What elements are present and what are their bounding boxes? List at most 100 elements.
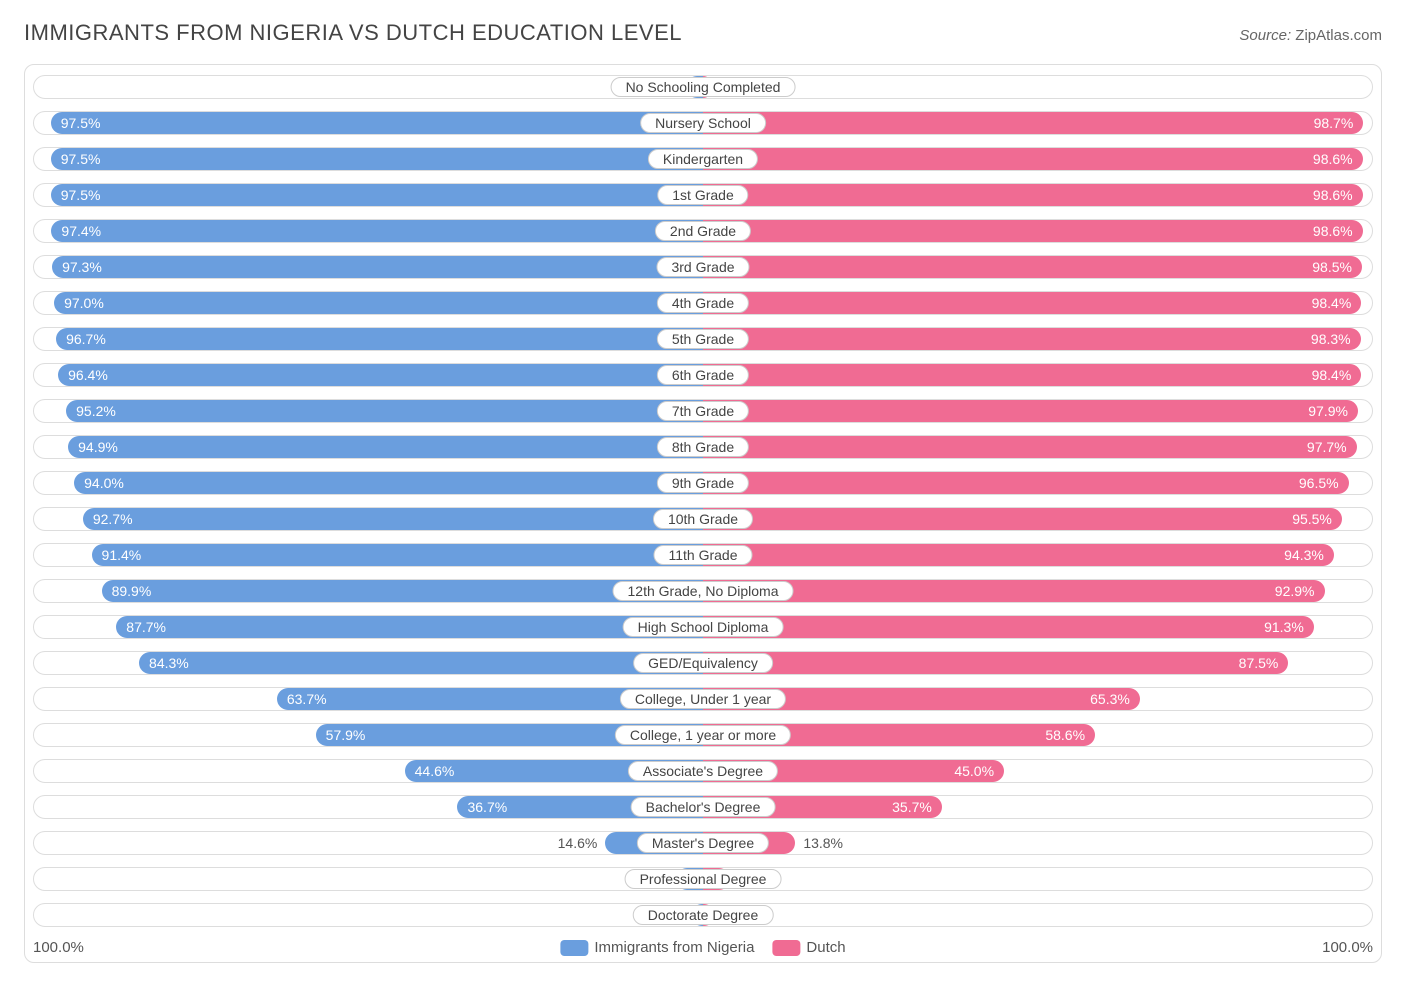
- left-value-label: 36.7%: [467, 799, 507, 815]
- right-bar: 97.9%: [703, 400, 1358, 422]
- right-value-label: 98.4%: [1312, 295, 1352, 311]
- right-bar: 98.7%: [703, 112, 1363, 134]
- source-attribution: Source: ZipAtlas.com: [1239, 27, 1382, 44]
- chart-row: 84.3%87.5%GED/Equivalency: [33, 651, 1373, 675]
- left-bar: 95.2%: [66, 400, 703, 422]
- category-label: 11th Grade: [653, 545, 752, 565]
- right-bar: 98.6%: [703, 184, 1363, 206]
- left-value-label: 87.7%: [126, 619, 166, 635]
- legend: Immigrants from Nigeria Dutch: [560, 939, 845, 956]
- category-label: 4th Grade: [657, 293, 749, 313]
- chart-row: 97.3%98.5%3rd Grade: [33, 255, 1373, 279]
- chart-row: 92.7%95.5%10th Grade: [33, 507, 1373, 531]
- right-value-label: 92.9%: [1275, 583, 1315, 599]
- left-half: 97.3%: [34, 256, 703, 278]
- left-half: 57.9%: [34, 724, 703, 746]
- category-label: 1st Grade: [657, 185, 748, 205]
- chart-footer: 100.0% Immigrants from Nigeria Dutch 100…: [33, 939, 1373, 956]
- right-bar: 97.7%: [703, 436, 1357, 458]
- right-half: 98.6%: [703, 148, 1372, 170]
- left-half: 84.3%: [34, 652, 703, 674]
- left-value-label: 57.9%: [326, 727, 366, 743]
- left-bar: 97.5%: [51, 184, 703, 206]
- left-value-label: 94.0%: [84, 475, 124, 491]
- right-bar: 98.3%: [703, 328, 1361, 350]
- legend-label-left: Immigrants from Nigeria: [594, 939, 754, 956]
- right-value-label: 35.7%: [892, 799, 932, 815]
- right-bar: 98.6%: [703, 148, 1363, 170]
- rows-container: 2.5%1.4%No Schooling Completed 97.5% 98.7%…: [33, 75, 1373, 927]
- right-half: 35.7%: [703, 796, 1372, 818]
- category-label: Doctorate Degree: [633, 905, 774, 925]
- right-half: 1.4%: [703, 76, 1372, 98]
- left-half: 94.9%: [34, 436, 703, 458]
- chart-row: 97.0% 98.4% 4th Grade: [33, 291, 1373, 315]
- left-half: 97.0%: [34, 292, 703, 314]
- right-half: 13.8%: [703, 832, 1372, 854]
- left-half: 96.7%: [34, 328, 703, 350]
- left-bar: 96.4%: [58, 364, 703, 386]
- chart-row: 1.8%1.8%Doctorate Degree: [33, 903, 1373, 927]
- left-half: 97.4%: [34, 220, 703, 242]
- left-bar: 87.7%: [116, 616, 703, 638]
- legend-label-right: Dutch: [806, 939, 845, 956]
- right-value-label: 98.6%: [1313, 223, 1353, 239]
- left-value-label: 95.2%: [76, 403, 116, 419]
- left-bar: 97.3%: [52, 256, 703, 278]
- right-bar: 94.3%: [703, 544, 1334, 566]
- left-half: 94.0%: [34, 472, 703, 494]
- right-value-label: 97.7%: [1307, 439, 1347, 455]
- left-bar: 97.5%: [51, 112, 703, 134]
- right-value-label: 87.5%: [1239, 655, 1279, 671]
- right-half: 98.6%: [703, 220, 1372, 242]
- left-half: 87.7%: [34, 616, 703, 638]
- right-bar: 87.5%: [703, 652, 1288, 674]
- left-value-label: 94.9%: [78, 439, 118, 455]
- left-half: 1.8%: [34, 904, 703, 926]
- right-bar: 98.6%: [703, 220, 1363, 242]
- left-bar: 91.4%: [92, 544, 703, 566]
- left-value-label: 97.4%: [61, 223, 101, 239]
- right-half: 92.9%: [703, 580, 1372, 602]
- header: IMMIGRANTS FROM NIGERIA VS DUTCH EDUCATI…: [24, 20, 1382, 46]
- left-value-label: 91.4%: [102, 547, 142, 563]
- left-value-label: 96.4%: [68, 367, 108, 383]
- chart-row: 95.2% 97.9%7th Grade: [33, 399, 1373, 423]
- right-half: 98.6%: [703, 184, 1372, 206]
- chart-row: 2.5%1.4%No Schooling Completed: [33, 75, 1373, 99]
- right-half: 95.5%: [703, 508, 1372, 530]
- right-value-label: 98.6%: [1313, 187, 1353, 203]
- left-bar: 84.3%: [139, 652, 703, 674]
- left-bar: 97.0%: [54, 292, 703, 314]
- right-value-label: 65.3%: [1090, 691, 1130, 707]
- chart-row: 97.5% 98.6% 1st Grade: [33, 183, 1373, 207]
- chart-row: 97.5%98.7%Nursery School: [33, 111, 1373, 135]
- left-value-label: 14.6%: [558, 835, 598, 851]
- right-half: 58.6%: [703, 724, 1372, 746]
- right-half: 98.3%: [703, 328, 1372, 350]
- right-half: 4.0%: [703, 868, 1372, 890]
- right-value-label: 98.7%: [1314, 115, 1354, 131]
- left-value-label: 97.5%: [61, 151, 101, 167]
- right-half: 1.8%: [703, 904, 1372, 926]
- category-label: Bachelor's Degree: [631, 797, 776, 817]
- category-label: 2nd Grade: [655, 221, 751, 241]
- left-half: 95.2%: [34, 400, 703, 422]
- right-bar: 98.4%: [703, 364, 1361, 386]
- left-value-label: 92.7%: [93, 511, 133, 527]
- category-label: 12th Grade, No Diploma: [613, 581, 794, 601]
- left-half: 97.5%: [34, 184, 703, 206]
- right-half: 98.5%: [703, 256, 1372, 278]
- legend-swatch-left: [560, 940, 588, 956]
- right-bar: 95.5%: [703, 508, 1342, 530]
- right-half: 87.5%: [703, 652, 1372, 674]
- left-bar: 96.7%: [56, 328, 703, 350]
- left-half: 97.5%: [34, 148, 703, 170]
- right-value-label: 98.5%: [1312, 259, 1352, 275]
- category-label: 7th Grade: [657, 401, 749, 421]
- category-label: 6th Grade: [657, 365, 749, 385]
- left-half: 4.1%: [34, 868, 703, 890]
- left-bar: 97.4%: [51, 220, 703, 242]
- right-value-label: 98.3%: [1311, 331, 1351, 347]
- left-half: 91.4%: [34, 544, 703, 566]
